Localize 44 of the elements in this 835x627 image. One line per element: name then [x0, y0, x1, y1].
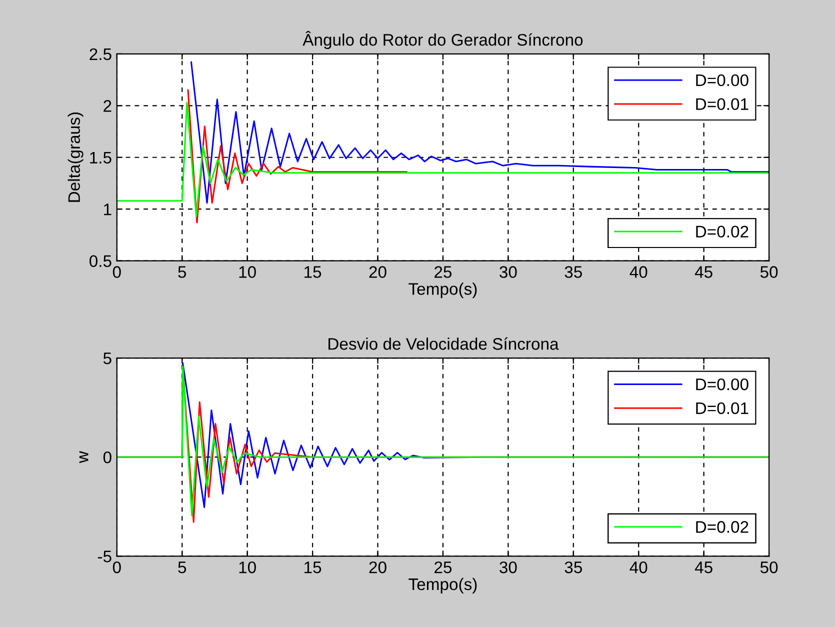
- legend-label: D=0.01: [696, 98, 748, 110]
- x-tick-label: 0: [112, 561, 121, 574]
- x-tick-label: 10: [239, 266, 256, 278]
- line-series: [187, 89, 408, 224]
- x-tick-label: 45: [694, 266, 712, 278]
- legend-label: D=0.00: [696, 378, 748, 390]
- legend-label: D=0.02: [696, 521, 748, 533]
- legend-label: D=0.00: [696, 74, 748, 86]
- y-tick-label: 1: [104, 204, 112, 216]
- x-tick-label: 35: [564, 266, 582, 278]
- y-tick-label: 1.5: [90, 152, 112, 164]
- x-tick-label: 5: [178, 562, 186, 574]
- chart-title: Ângulo do Rotor do Gerador Síncrono: [302, 31, 583, 50]
- x-tick-label: 25: [434, 266, 452, 278]
- x-axis-title: Tempo(s): [408, 578, 477, 594]
- x-tick-label: 50: [760, 266, 778, 278]
- x-axis-title: Tempo(s): [408, 282, 477, 298]
- x-tick-label: 35: [564, 561, 582, 574]
- legend-label: D=0.01: [696, 402, 748, 414]
- x-tick-label: 10: [239, 561, 256, 574]
- y-tick-label: 0: [103, 451, 112, 464]
- x-tick-label: 20: [369, 266, 386, 278]
- chart-title: Desvio de Velocidade Síncrona: [328, 337, 559, 350]
- legend-label: D=0.02: [696, 226, 748, 238]
- y-axis-title: Delta(graus): [68, 112, 84, 202]
- y-tick-label: 5: [103, 352, 112, 364]
- x-tick-label: 30: [500, 561, 517, 574]
- x-tick-label: 0: [112, 266, 121, 278]
- x-tick-label: 30: [500, 266, 517, 278]
- x-tick-label: 25: [434, 561, 452, 574]
- x-tick-label: 5: [178, 266, 186, 278]
- x-tick-label: 45: [694, 562, 712, 574]
- x-tick-label: 15: [304, 266, 322, 278]
- y-tick-label: -5: [98, 550, 112, 562]
- x-tick-label: 40: [630, 561, 648, 574]
- y-tick-label: 2: [104, 100, 112, 112]
- x-tick-label: 15: [304, 562, 322, 574]
- y-tick-label: 2.5: [90, 48, 112, 60]
- x-tick-label: 40: [630, 266, 648, 278]
- y-axis-title: w: [79, 451, 88, 464]
- line-series: [190, 61, 770, 204]
- x-tick-label: 50: [760, 561, 778, 574]
- x-tick-label: 20: [369, 561, 386, 574]
- y-tick-label: 0.5: [90, 255, 112, 268]
